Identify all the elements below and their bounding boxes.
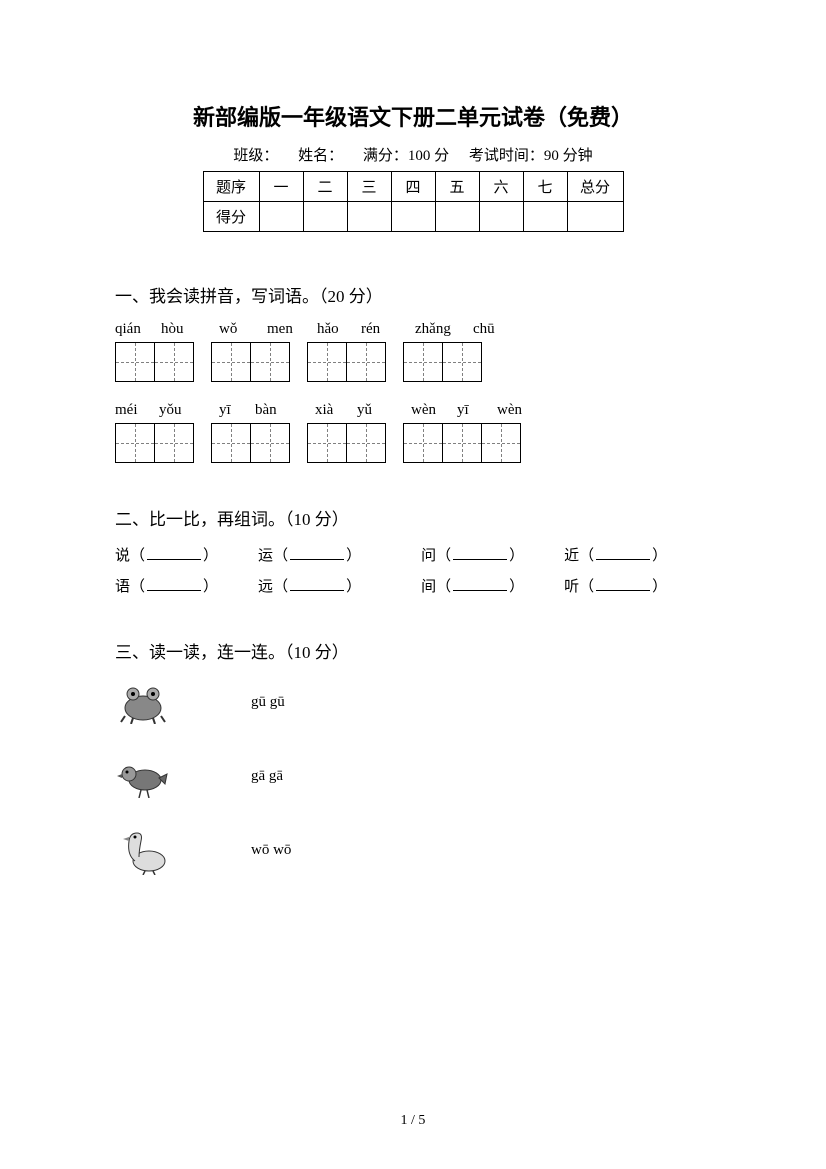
char: 语 [115,575,130,596]
char: 说 [115,544,130,565]
pinyin: hòu [161,321,219,338]
pinyin: yǔ [357,402,411,419]
score-cell[interactable] [435,202,479,232]
tian-cell[interactable] [442,342,482,382]
pinyin: hǎo [317,321,361,338]
pinyin: yī [457,402,497,419]
tian-row-1 [115,342,711,382]
tian-cell[interactable] [307,342,347,382]
score-cell[interactable] [347,202,391,232]
score-header-row: 题序 一 二 三 四 五 六 七 总分 [203,172,623,202]
section-2: 二、比一比，再组词。（10 分） 说（） 运（） 问（） 近（） 语（） 远（）… [115,505,711,596]
section-3-heading: 三、读一读，连一连。（10 分） [115,638,711,663]
header-cell: 七 [523,172,567,202]
tian-cell[interactable] [346,423,386,463]
pinyin: yǒu [159,402,219,419]
pinyin-row-2: méi yǒu yī bàn xià yǔ wèn yī wèn [115,402,711,419]
char: 听 [564,575,579,596]
page-number: 1 / 5 [0,1113,826,1129]
blank[interactable] [596,575,650,591]
char: 近 [564,544,579,565]
blank[interactable] [147,544,201,560]
pinyin: chū [473,321,513,338]
section-2-heading: 二、比一比，再组词。（10 分） [115,505,711,530]
header-cell: 总分 [567,172,623,202]
blank[interactable] [453,544,507,560]
score-cell[interactable] [479,202,523,232]
bird-icon [115,751,171,801]
frog-icon [115,677,171,727]
char: 间 [421,575,436,596]
header-cell: 六 [479,172,523,202]
blank[interactable] [290,544,344,560]
score-cell[interactable] [523,202,567,232]
score-cell[interactable] [259,202,303,232]
tian-cell[interactable] [250,342,290,382]
char: 远 [258,575,273,596]
pinyin: wǒ [219,321,267,338]
pinyin: xià [315,402,357,419]
goose-icon [115,825,171,875]
section-3: 三、读一读，连一连。（10 分） gū gū [115,638,711,875]
blank[interactable] [596,544,650,560]
tian-cell[interactable] [403,423,443,463]
tian-cell[interactable] [442,423,482,463]
tian-cell[interactable] [346,342,386,382]
tian-cell[interactable] [115,342,155,382]
pair-row-1: 说（） 运（） 问（） 近（） [115,544,711,565]
pinyin: méi [115,402,159,419]
pinyin: men [267,321,317,338]
header-cell: 五 [435,172,479,202]
tian-cell[interactable] [115,423,155,463]
match-sound: gā gā [251,768,283,785]
tian-row-2 [115,423,711,463]
pair-row-2: 语（） 远（） 间（） 听（） [115,575,711,596]
blank[interactable] [453,575,507,591]
full-score: 满分：100 分 [363,148,449,164]
blank[interactable] [290,575,344,591]
score-label: 得分 [203,202,259,232]
header-cell: 四 [391,172,435,202]
char: 问 [421,544,436,565]
tian-cell[interactable] [211,342,251,382]
pinyin: bàn [255,402,315,419]
page-title: 新部编版一年级语文下册二单元试卷（免费） [115,100,711,132]
pinyin: yī [219,402,255,419]
pinyin: zhǎng [415,321,473,338]
match-row[interactable]: gā gā [115,751,711,801]
score-cell[interactable] [303,202,347,232]
tian-cell[interactable] [250,423,290,463]
tian-cell[interactable] [307,423,347,463]
match-sound: wō wō [251,842,291,859]
pinyin: wèn [411,402,457,419]
tian-cell[interactable] [481,423,521,463]
header-cell: 一 [259,172,303,202]
blank[interactable] [147,575,201,591]
tian-cell[interactable] [154,342,194,382]
exam-time: 考试时间：90 分钟 [469,148,593,164]
section-1: 一、我会读拼音，写词语。（20 分） qián hòu wǒ men hǎo r… [115,282,711,463]
pinyin: wèn [497,402,537,419]
match-row[interactable]: gū gū [115,677,711,727]
tian-cell[interactable] [154,423,194,463]
score-table: 题序 一 二 三 四 五 六 七 总分 得分 [203,171,624,232]
header-cell: 三 [347,172,391,202]
score-cell[interactable] [391,202,435,232]
header-cell: 二 [303,172,347,202]
tian-cell[interactable] [211,423,251,463]
tian-cell[interactable] [403,342,443,382]
pinyin: rén [361,321,415,338]
pinyin-row-1: qián hòu wǒ men hǎo rén zhǎng chū [115,321,711,338]
name-label[interactable]: 姓名： [298,148,343,164]
class-label[interactable]: 班级： [233,148,278,164]
score-value-row: 得分 [203,202,623,232]
pinyin: qián [115,321,161,338]
header-cell: 题序 [203,172,259,202]
section-1-heading: 一、我会读拼音，写词语。（20 分） [115,282,711,307]
score-cell[interactable] [567,202,623,232]
match-row[interactable]: wō wō [115,825,711,875]
char: 运 [258,544,273,565]
match-sound: gū gū [251,694,285,711]
exam-info: 班级： 姓名： 满分：100 分 考试时间：90 分钟 [115,144,711,165]
